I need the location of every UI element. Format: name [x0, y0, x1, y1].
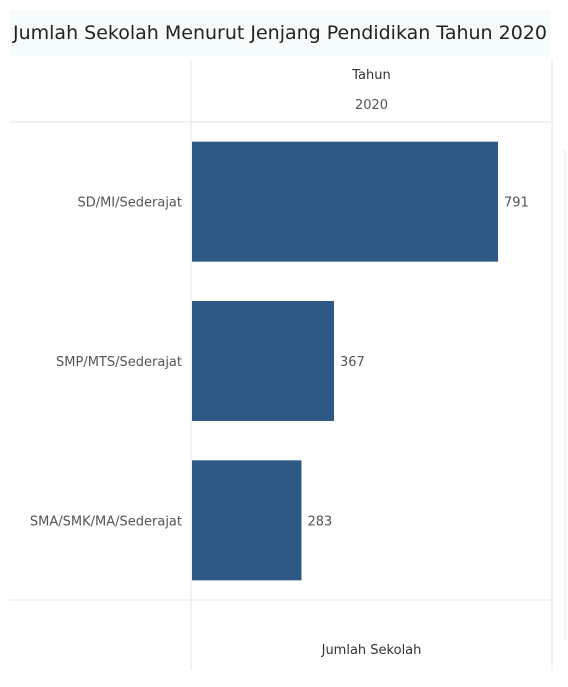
bar-2[interactable]	[192, 301, 334, 421]
category-label-1: SD/MI/Sederajat	[77, 196, 182, 211]
chart-title-bar: Jumlah Sekolah Menurut Jenjang Pendidika…	[10, 10, 550, 56]
data-label-1: 791	[504, 196, 529, 211]
data-label-3: 283	[307, 514, 332, 529]
category-label-2: SMP/MTS/Sederajat	[56, 355, 182, 370]
category-label-3: SMA/SMK/MA/Sederajat	[30, 514, 182, 529]
column-header-title: Tahun	[352, 68, 391, 83]
bar-3[interactable]	[192, 460, 302, 581]
column-header-year: 2020	[354, 98, 389, 113]
bar-1[interactable]	[192, 141, 498, 262]
data-label-2: 367	[340, 355, 365, 370]
x-axis-label: Jumlah Sekolah	[321, 643, 422, 658]
chart-title: Jumlah Sekolah Menurut Jenjang Pendidika…	[13, 22, 547, 44]
